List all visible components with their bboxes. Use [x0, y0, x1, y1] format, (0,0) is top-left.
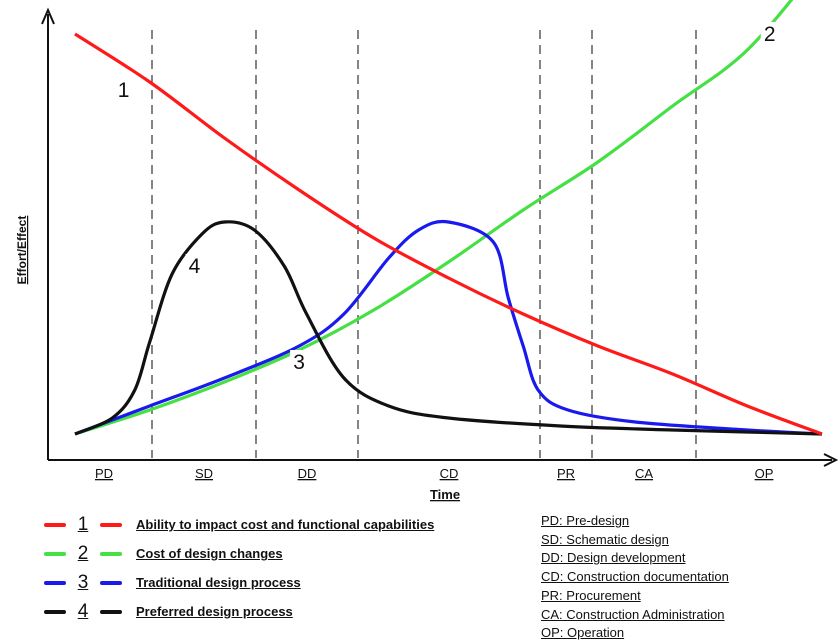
legend-swatch	[100, 522, 122, 527]
legend-swatch	[100, 551, 122, 556]
legend: 1 Ability to impact cost and functional …	[44, 510, 514, 626]
legend-swatch	[100, 580, 122, 585]
legend-label: Cost of design changes	[136, 546, 283, 561]
phase-label-pr: PR	[557, 466, 575, 481]
phase-definition: PR: Procurement	[541, 587, 641, 603]
y-axis-label: Effort/Effect	[15, 216, 29, 285]
legend-item-1: 1 Ability to impact cost and functional …	[44, 510, 514, 539]
curve-label-background	[185, 254, 204, 278]
series-line-1	[74, 32, 823, 436]
legend-swatch	[100, 609, 122, 614]
legend-item-4: 4 Preferred design process	[44, 597, 514, 626]
legend-number: 4	[77, 600, 89, 622]
y-axis	[41, 7, 55, 460]
phase-label-cd: CD	[440, 466, 459, 481]
legend-swatch	[44, 551, 66, 556]
phase-label-ca: CA	[635, 466, 653, 481]
curve-label-background	[114, 78, 133, 102]
curve-labels: 1 2 3 4	[114, 22, 779, 374]
legend-number: 2	[77, 542, 89, 564]
phase-definition: CD: Construction documentation	[541, 569, 729, 585]
curve-label-background	[760, 22, 779, 46]
legend-item-3: 3 Traditional design process	[44, 568, 514, 597]
legend-item-2: 2 Cost of design changes	[44, 539, 514, 568]
legend-label: Ability to impact cost and functional ca…	[136, 517, 435, 532]
phase-abbreviation-list: PD: Pre-design SD: Schematic design DD: …	[541, 512, 729, 643]
legend-swatch	[44, 522, 66, 527]
legend-label: Preferred design process	[136, 604, 293, 619]
legend-number: 3	[77, 571, 89, 593]
legend-swatch	[44, 580, 66, 585]
phase-definition: PD: Pre-design	[541, 513, 630, 528]
chart: 1 2 3 4 PD SD DD CD PR CA OP Effort/Effect Time	[15, 0, 839, 502]
series-line-4	[74, 220, 823, 436]
curve-label-4: 4	[189, 255, 201, 278]
curves	[74, 0, 823, 436]
phase-definition: SD: Schematic design	[541, 531, 669, 547]
phase-definition: OP: Operation	[541, 625, 625, 641]
legend-label: Traditional design process	[136, 575, 301, 590]
series-line-2	[74, 0, 794, 436]
legend-swatch	[44, 609, 66, 614]
phase-label-dd: DD	[298, 466, 317, 481]
legend-number: 1	[77, 513, 89, 535]
x-axis-label: Time	[430, 487, 460, 502]
curve-label-2: 2	[764, 23, 776, 46]
series-line-3	[74, 219, 823, 436]
curve-label-3: 3	[293, 351, 305, 374]
phase-label-pd: PD	[95, 466, 113, 481]
phase-definition: CA: Construction Administration	[541, 606, 725, 622]
phase-definition: DD: Design development	[541, 550, 686, 566]
x-axis	[48, 453, 839, 467]
phase-label-sd: SD	[195, 466, 213, 481]
phase-labels: PD SD DD CD PR CA OP	[95, 466, 773, 481]
phase-label-op: OP	[755, 466, 774, 481]
curve-label-background	[290, 350, 309, 374]
curve-label-1: 1	[118, 79, 130, 102]
phase-dividers	[151, 30, 697, 458]
